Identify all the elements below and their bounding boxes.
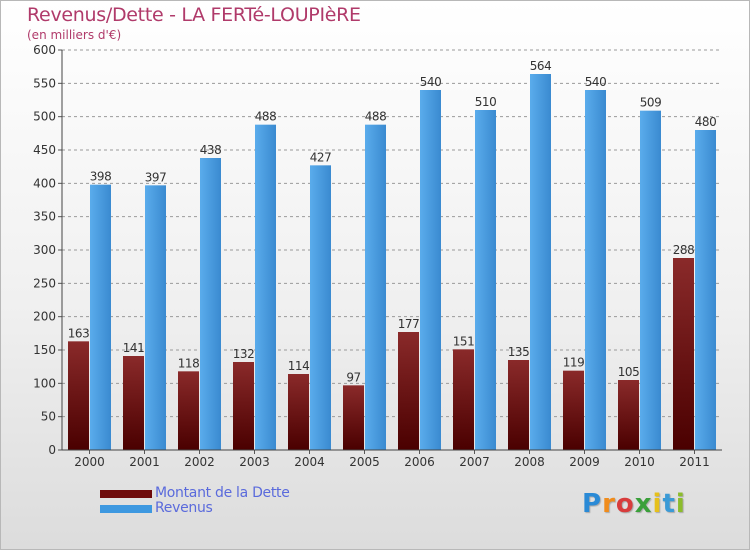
data-label-revenus: 540 <box>585 75 606 89</box>
bar-debt <box>68 341 89 450</box>
x-tick-label: 2010 <box>624 455 655 469</box>
data-label-revenus: 564 <box>530 59 551 73</box>
bar-debt <box>453 349 474 450</box>
bar-revenus <box>310 165 331 451</box>
data-label-revenus: 540 <box>420 75 441 89</box>
data-label-revenus: 480 <box>695 115 716 129</box>
data-label-revenus: 398 <box>90 170 111 184</box>
logo-letter: i <box>652 489 663 519</box>
legend-label-debt: Montant de la Dette <box>155 485 290 501</box>
logo-letter: P <box>582 489 603 519</box>
bar-revenus <box>585 90 606 450</box>
bar-revenus <box>420 90 441 450</box>
bar-debt <box>178 371 199 450</box>
data-label-revenus: 488 <box>255 110 276 124</box>
data-label-revenus: 510 <box>475 95 496 109</box>
y-tick-label: 400 <box>33 176 56 190</box>
y-tick-label: 350 <box>33 210 56 224</box>
y-tick-label: 150 <box>33 343 56 357</box>
y-tick-label: 200 <box>33 310 56 324</box>
x-tick-label: 2003 <box>239 455 270 469</box>
bar-revenus <box>200 158 221 450</box>
y-tick-label: 550 <box>33 76 56 90</box>
data-label-revenus: 438 <box>200 143 221 157</box>
axes: 0 50 100 150 200 250 300 350 400 450 500 550 600 2000… <box>33 43 722 469</box>
bar-debt <box>618 380 639 450</box>
y-tick-label: 250 <box>33 276 56 290</box>
x-tick-label: 2011 <box>679 455 710 469</box>
chart-title: Revenus/Dette - LA FERTé-LOUPIèRE <box>27 4 361 26</box>
logo-letter: o <box>615 489 635 519</box>
bar-revenus <box>255 124 276 451</box>
data-label-debt: 119 <box>563 356 584 370</box>
data-label-debt: 141 <box>123 341 144 355</box>
bar-debt <box>563 370 584 450</box>
bar-debt <box>123 356 144 450</box>
proxiti-logo: Proxiti <box>582 489 686 519</box>
bar-debt <box>508 360 529 450</box>
bar-revenus <box>365 124 386 451</box>
y-tick-label: 450 <box>33 143 56 157</box>
logo-letter: i <box>675 489 686 519</box>
x-tick-label: 2006 <box>404 455 435 469</box>
data-label-debt: 135 <box>508 345 529 359</box>
bars <box>68 74 716 451</box>
bar-debt <box>233 362 254 450</box>
data-label-debt: 118 <box>178 356 199 370</box>
data-label-revenus: 427 <box>310 150 331 164</box>
x-tick-label: 2000 <box>74 455 105 469</box>
y-tick-label: 0 <box>48 443 56 457</box>
x-tick-label: 2005 <box>349 455 380 469</box>
data-label-debt: 163 <box>68 326 89 340</box>
logo-letter: t <box>662 489 676 519</box>
bar-revenus <box>90 184 111 450</box>
bar-revenus <box>640 110 661 451</box>
data-label-debt: 105 <box>618 365 639 379</box>
x-tick-label: 2001 <box>129 455 160 469</box>
logo-letter: x <box>634 489 653 519</box>
data-label-revenus: 488 <box>365 110 386 124</box>
grid-lines <box>62 49 722 418</box>
legend-swatch-revenus <box>100 505 152 513</box>
data-label-debt: 114 <box>288 359 309 373</box>
bar-debt <box>398 332 419 450</box>
y-tick-label: 300 <box>33 243 56 257</box>
data-label-debt: 151 <box>453 334 474 348</box>
data-labels: 163 398 141 397 118 438 132 488 114 427 97 488 177 54… <box>68 59 717 384</box>
data-label-debt: 288 <box>673 243 694 257</box>
bar-debt <box>288 374 309 450</box>
legend-swatch-debt <box>100 490 152 498</box>
y-tick-label: 50 <box>41 410 56 424</box>
chart-subtitle: (en milliers d'€) <box>27 28 122 42</box>
y-tick-label: 600 <box>33 43 56 57</box>
bar-debt <box>673 258 694 450</box>
bar-revenus <box>145 185 166 451</box>
y-tick-label: 500 <box>33 110 56 124</box>
x-tick-label: 2009 <box>569 455 600 469</box>
y-tick-label: 100 <box>33 376 56 390</box>
bar-revenus <box>530 74 551 450</box>
bar-debt <box>343 385 364 450</box>
data-label-revenus: 509 <box>640 96 661 110</box>
x-tick-label: 2008 <box>514 455 545 469</box>
bar-revenus <box>695 130 716 450</box>
data-label-debt: 97 <box>346 370 360 384</box>
x-tick-label: 2004 <box>294 455 325 469</box>
x-tick-label: 2007 <box>459 455 490 469</box>
x-tick-label: 2002 <box>184 455 215 469</box>
bar-revenus <box>475 110 496 450</box>
legend-label-revenus: Revenus <box>155 500 213 516</box>
data-label-revenus: 397 <box>145 170 166 184</box>
data-label-debt: 177 <box>398 317 419 331</box>
logo-letter: r <box>602 489 616 519</box>
data-label-debt: 132 <box>233 347 254 361</box>
